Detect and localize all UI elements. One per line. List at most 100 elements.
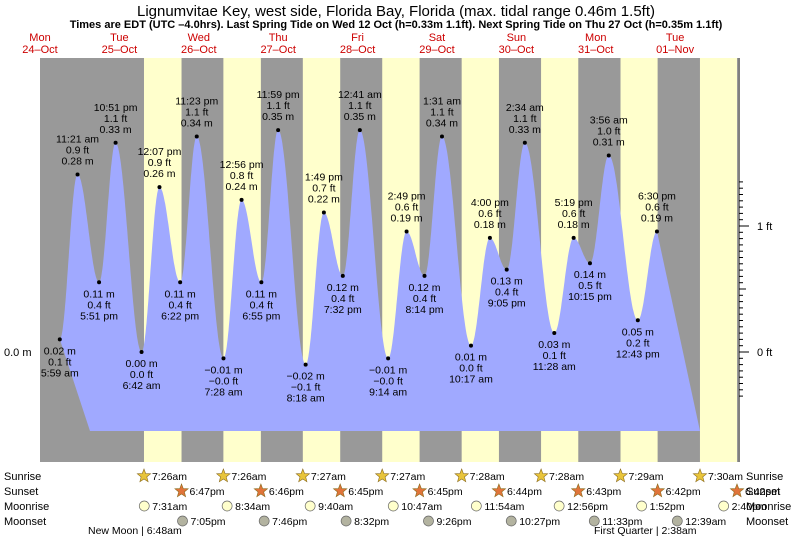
moonset-icon [671, 515, 683, 527]
tide-label-text: 0.6 ft [395, 202, 418, 214]
low-tide-point [303, 362, 308, 367]
tide-label-text: 6:30 pm [638, 191, 676, 203]
moon-phase-new-moon: New Moon | 6:48am [88, 525, 182, 537]
day-date: 01–Nov [656, 44, 694, 56]
tide-label-text: 0.31 m [593, 136, 625, 148]
high-tide-point [75, 172, 80, 177]
tide-label-text: 0.13 m [491, 276, 523, 288]
low-tide-label: 0.12 m0.4 ft7:32 pm [324, 273, 362, 316]
high-tide-point [487, 235, 492, 240]
day-of-week: Mon [29, 32, 50, 44]
sunset-entry: 6:42pm [729, 483, 780, 498]
tide-label-text: 8:18 am [287, 393, 325, 405]
high-tide-point [357, 128, 362, 133]
moonrise-entry: 8:34am [221, 500, 270, 513]
low-tide-point [221, 356, 226, 361]
sunrise-entry: 7:28am [533, 468, 584, 483]
day-date: 29–Oct [419, 44, 454, 56]
day-of-week: Mon [585, 32, 606, 44]
moonset-entry: 11:33pm [588, 515, 643, 528]
tide-label-text: 0.05 m [622, 326, 654, 338]
moonset-entry: 12:39am [671, 515, 726, 528]
moonrise-icon [470, 500, 482, 512]
low-tide-label: 0.02 m0.1 ft5:59 am [41, 337, 79, 379]
low-tide-label: 0.13 m0.4 ft9:05 pm [488, 267, 526, 310]
sunset-time: 6:45pm [428, 486, 463, 498]
sunset-icon [253, 483, 269, 498]
moonset-time: 7:46pm [272, 516, 307, 528]
low-tide-label: 0.11 m0.4 ft5:51 pm [80, 280, 118, 322]
moonrise-entry: 7:31am [138, 500, 188, 513]
high-tide-point [276, 128, 281, 133]
moonset-row-label-right: Moonset [746, 516, 788, 528]
moonset-time: 11:33pm [602, 516, 642, 528]
moonset-icon [258, 515, 270, 527]
tide-label-text: 0.5 ft [578, 280, 601, 292]
tide-label-text: 0.03 m [538, 339, 570, 351]
sunset-time: 6:44pm [507, 486, 542, 498]
high-tide-label: 4:00 pm0.6 ft0.18 m [471, 197, 509, 240]
tide-label-text: 11:21 am [56, 133, 99, 145]
sunrise-time: 7:26am [152, 471, 187, 483]
m-tick-label: 0.0 m [4, 347, 32, 359]
sunrise-time: 7:26am [231, 471, 266, 483]
tide-label-text: 0.26 m [143, 168, 175, 180]
high-tide-point [194, 134, 199, 139]
sunrise-row-label: Sunrise [4, 471, 41, 483]
chart-title: Lignumvitae Key, west side, Florida Bay,… [137, 3, 655, 20]
tide-label-text: 0.33 m [100, 124, 132, 136]
sunrise-entry: 7:26am [136, 468, 187, 483]
moonrise-icon [138, 500, 150, 512]
moonrise-time: 8:34am [235, 501, 270, 513]
high-tide-point [321, 210, 326, 215]
tide-label-text: 0.0 ft [459, 363, 482, 375]
moonrise-time: 1:52pm [650, 501, 685, 513]
tide-label-text: 1.1 ft [266, 100, 289, 112]
moonrise-icon [387, 500, 399, 512]
sunrise-time: 7:28am [470, 471, 505, 483]
high-tide-label: 10:51 pm1.1 ft0.33 m [94, 102, 138, 145]
tide-label-text: 0.6 ft [645, 202, 668, 214]
tide-label-text: 0.2 ft [626, 337, 649, 349]
tide-label-text: 0.19 m [641, 213, 673, 225]
moonset-icon [505, 515, 517, 527]
tide-label-text: 2:49 pm [388, 191, 426, 203]
high-tide-point [439, 134, 444, 139]
low-tide-label: 0.11 m0.4 ft6:22 pm [161, 280, 199, 322]
tide-label-text: 0.12 m [327, 282, 359, 294]
tide-label-text: 0.11 m [246, 288, 278, 300]
tide-label-text: 0.33 m [509, 124, 541, 136]
low-tide-label: −0.01 m−0.0 ft7:28 am [204, 356, 243, 398]
moonset-time: 10:27pm [519, 516, 560, 528]
sunset-entry: 6:45pm [412, 483, 463, 498]
tide-label-text: 0.12 m [408, 282, 440, 294]
tide-label-text: 6:42 am [123, 380, 161, 392]
tide-label-text: 4:00 pm [471, 197, 509, 209]
high-tide-label: 3:56 am1.0 ft0.31 m [590, 114, 628, 158]
low-tide-point [552, 330, 557, 335]
high-tide-label: 12:41 am1.1 ft0.35 m [338, 89, 382, 133]
sunrise-icon [454, 468, 470, 483]
moonset-icon [588, 515, 600, 527]
sunrise-icon [533, 468, 549, 483]
sunrise-row-label-right: Sunrise [746, 471, 783, 483]
moonrise-icon [304, 500, 316, 512]
day-of-week: Sat [429, 32, 446, 44]
moonset-time: 9:26pm [436, 516, 471, 528]
tide-label-text: 1.1 ft [185, 106, 208, 118]
tide-label-text: 0.1 ft [543, 350, 566, 362]
tide-label-text: 5:51 pm [80, 310, 118, 322]
sunrise-icon [295, 468, 311, 483]
high-tide-label: 2:49 pm0.6 ft0.19 m [388, 191, 426, 234]
sunrise-time: 7:28am [549, 471, 584, 483]
tide-label-text: 1.1 ft [348, 100, 371, 112]
tide-label-text: 12:41 am [338, 89, 382, 101]
moonrise-entry: 10:47am [387, 500, 442, 513]
day-of-week: Wed [188, 32, 210, 44]
high-tide-label: 1:49 pm0.7 ft0.22 m [305, 172, 343, 215]
sunset-icon [570, 483, 586, 498]
